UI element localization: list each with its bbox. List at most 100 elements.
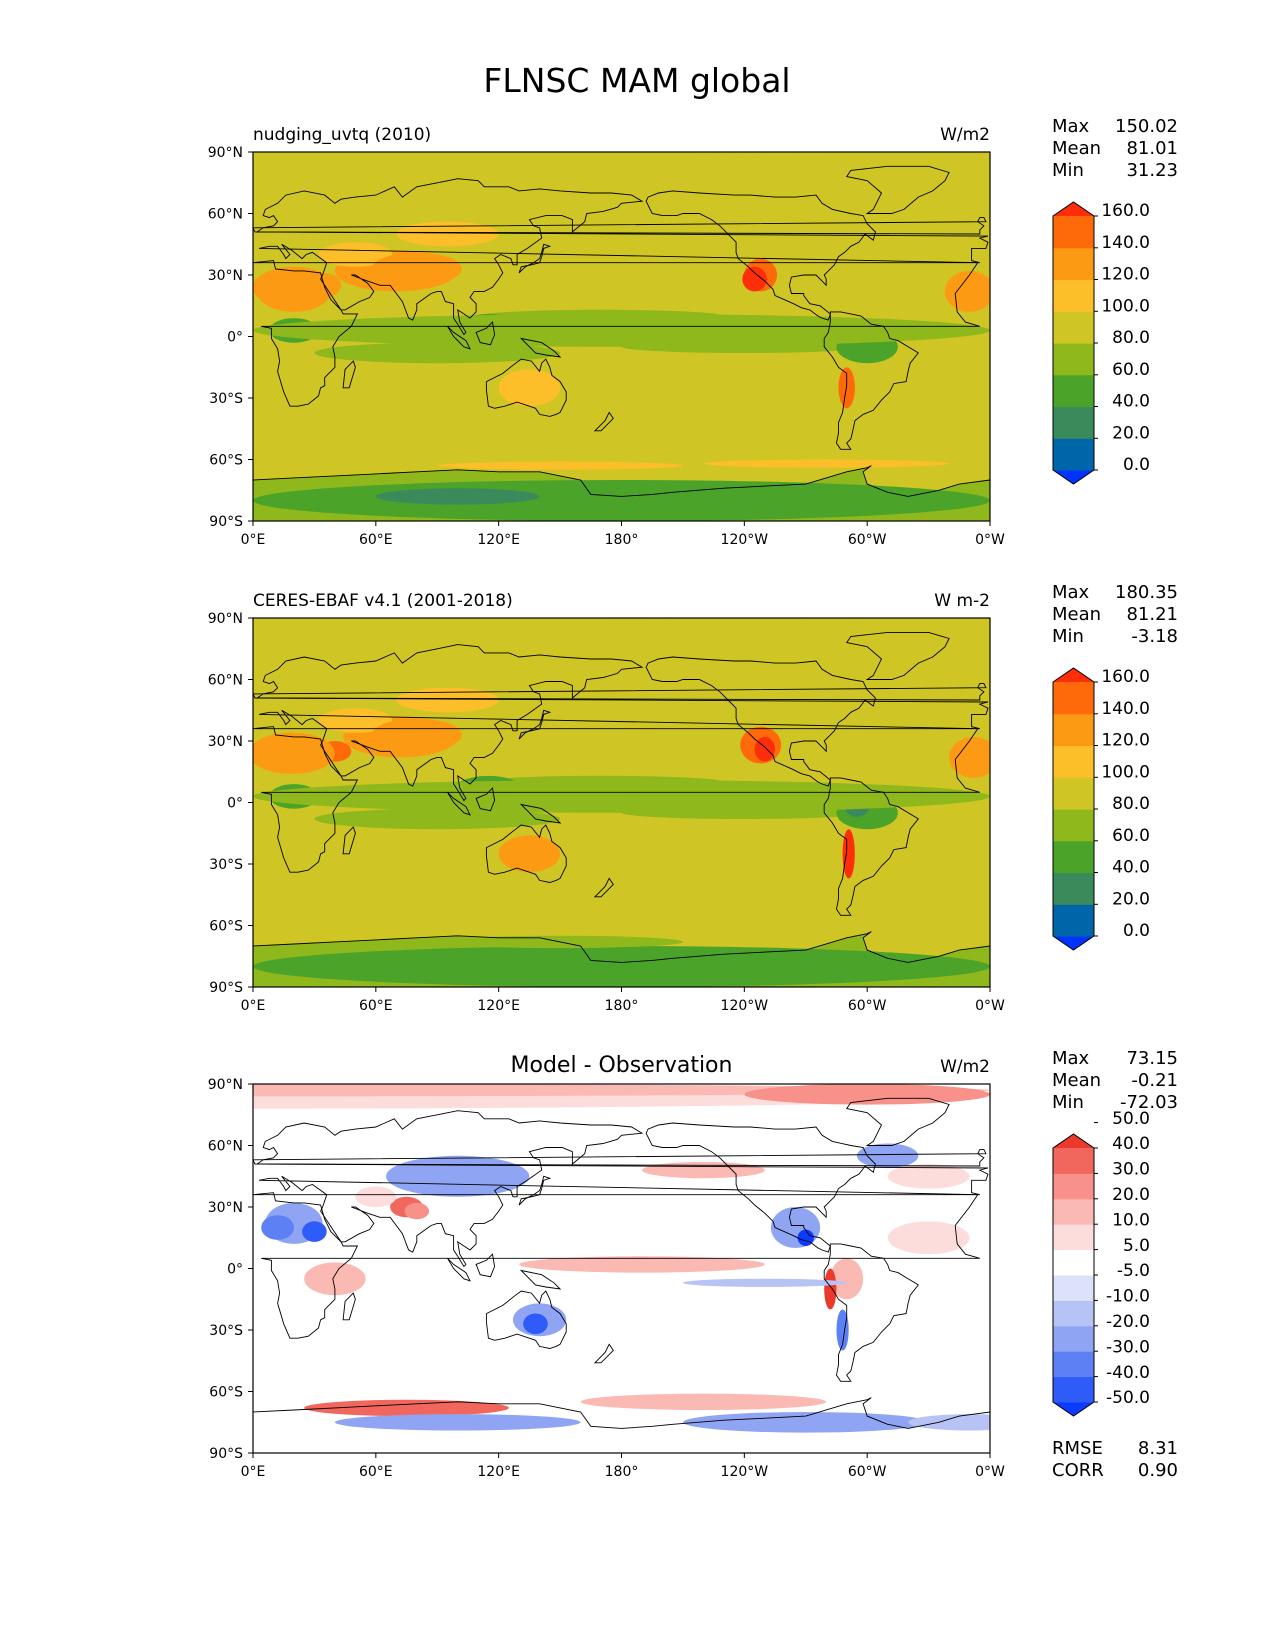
y-tick-label: 0° [227, 796, 243, 812]
x-tick-label: 180° [605, 998, 639, 1014]
coastline-madagascar [342, 826, 356, 855]
land-madagascar [343, 361, 356, 388]
stat-label: Mean [1052, 138, 1101, 159]
colorbar-segment [1053, 247, 1094, 281]
colorbar-tick-label: 140.0 [1101, 699, 1150, 719]
stat-value: -72.03 [1120, 1092, 1178, 1113]
colorbar-tick-label: -20.0 [1106, 1312, 1150, 1332]
panel-units: W m-2 [934, 591, 990, 611]
stat-label: Min [1052, 160, 1084, 181]
y-tick-label: 90°N [208, 1077, 243, 1093]
field-feature [302, 1221, 327, 1242]
coastline-sumatra [447, 325, 471, 350]
coastline-borneo [475, 787, 496, 812]
sahara-region [253, 266, 335, 308]
colorbar-tick-label: 20.0 [1112, 1185, 1150, 1205]
colorbar-segment [1053, 809, 1094, 842]
panel-3: Model - Observation W/m2 0°E 60°E 120°E 180° 1… [208, 1048, 1178, 1481]
panel-units: W/m2 [940, 125, 990, 145]
coastline-nz [593, 877, 614, 898]
tropical-band [253, 314, 990, 347]
colorbar-tick-label: 40.0 [1112, 1134, 1150, 1154]
colorbar-tick-label: -30.0 [1106, 1337, 1150, 1357]
y-tick-label: 30°S [209, 391, 243, 407]
stat-label: Max [1052, 582, 1090, 603]
land-greenland [846, 1098, 950, 1146]
x-tick-label: 60°E [359, 998, 393, 1014]
coastline-nz [593, 1343, 614, 1364]
field-feature [261, 1215, 294, 1240]
y-tick-label: 90°S [209, 980, 243, 996]
colorbar-tick-label: 120.0 [1101, 731, 1150, 751]
field-feature [856, 1143, 919, 1169]
stat-value: 81.21 [1126, 604, 1178, 625]
coastline-namerica [645, 190, 876, 321]
y-tick-label: 60°S [209, 453, 243, 469]
panel-title: Model - Observation [511, 1053, 733, 1078]
field-feature [703, 459, 949, 468]
colorbar-extend-max [1053, 668, 1094, 682]
x-tick-label: 0°W [975, 532, 1005, 548]
field-feature [304, 1262, 366, 1296]
field-feature [318, 708, 393, 733]
x-tick-label: 60°E [359, 532, 393, 548]
land-borneo [476, 1254, 495, 1277]
map-field [253, 618, 990, 987]
colorbar-tick-label: 60.0 [1112, 826, 1150, 846]
field-feature [742, 266, 767, 292]
y-tick-label: 60°N [208, 673, 243, 689]
field-feature [318, 242, 393, 267]
field-feature [437, 461, 683, 470]
sahara-region [253, 732, 335, 774]
colorbar-segment [1053, 374, 1094, 408]
land-madagascar [343, 1293, 356, 1320]
coastline-newguinea [519, 803, 562, 824]
field-feature [314, 342, 561, 364]
colorbar-tick-label: -40.0 [1106, 1363, 1150, 1383]
coastline-uk [253, 683, 987, 701]
field-feature [830, 1258, 864, 1300]
tibet-region [371, 718, 462, 752]
y-tick-label: 0° [227, 1262, 243, 1278]
colorbar-tick-label: 0.0 [1123, 455, 1150, 475]
panel-1: nudging_uvtq (2010) W/m2 0°E 60°E 120°E 180° 1… [208, 116, 1178, 548]
x-tick-label: 120°W [721, 532, 769, 548]
tropical-band [253, 780, 990, 813]
coastline-antarctica [253, 931, 990, 987]
colorbar-segment [1053, 682, 1094, 715]
coastline-uk [253, 217, 987, 235]
coastline-africa [253, 726, 980, 873]
colorbar-segment [1053, 406, 1094, 439]
colorbar-tick-label: 20.0 [1112, 424, 1150, 444]
coastline-namerica [645, 656, 876, 787]
colorbar-segment [1053, 904, 1094, 937]
colorbar-segment [1053, 1173, 1094, 1200]
extra-stat-value: 8.31 [1138, 1438, 1178, 1459]
stat-value: 73.15 [1126, 1048, 1178, 1069]
colorbar-segment [1053, 777, 1094, 810]
colorbar-tick-label: 80.0 [1112, 328, 1150, 348]
x-tick-label: 120°E [477, 1464, 520, 1480]
colorbar-tick-label: 160.0 [1101, 667, 1150, 687]
colorbar: 0.0 20.0 40.0 60.0 80.0 100.0 120.0 140.0 160.0 [1052, 667, 1150, 951]
colorbar-tick-label: 40.0 [1112, 858, 1150, 878]
field-feature [523, 1313, 548, 1335]
colorbar-segment [1053, 745, 1094, 778]
coastline-australia [485, 1290, 567, 1349]
coastline-sumatra [447, 791, 471, 816]
x-tick-label: 0°W [975, 1464, 1005, 1480]
y-tick-label: 30°S [209, 1323, 243, 1339]
field-feature [949, 736, 990, 778]
x-tick-label: 120°E [477, 998, 520, 1014]
field-feature [887, 1164, 970, 1189]
colorbar-tick-label: 140.0 [1101, 233, 1150, 253]
colorbar: 0.0 20.0 40.0 60.0 80.0 100.0 120.0 140.0 160.0 [1052, 201, 1150, 485]
colorbar-segment [1053, 840, 1094, 874]
coastline-borneo [475, 321, 496, 346]
colorbar-segment [1053, 1300, 1094, 1327]
map-field [253, 152, 990, 521]
colorbar-segment [1053, 1148, 1094, 1174]
colorbar-tick-label: 50.0 [1112, 1109, 1150, 1129]
stat-label: Mean [1052, 1070, 1101, 1091]
colorbar-segment [1053, 1198, 1094, 1225]
